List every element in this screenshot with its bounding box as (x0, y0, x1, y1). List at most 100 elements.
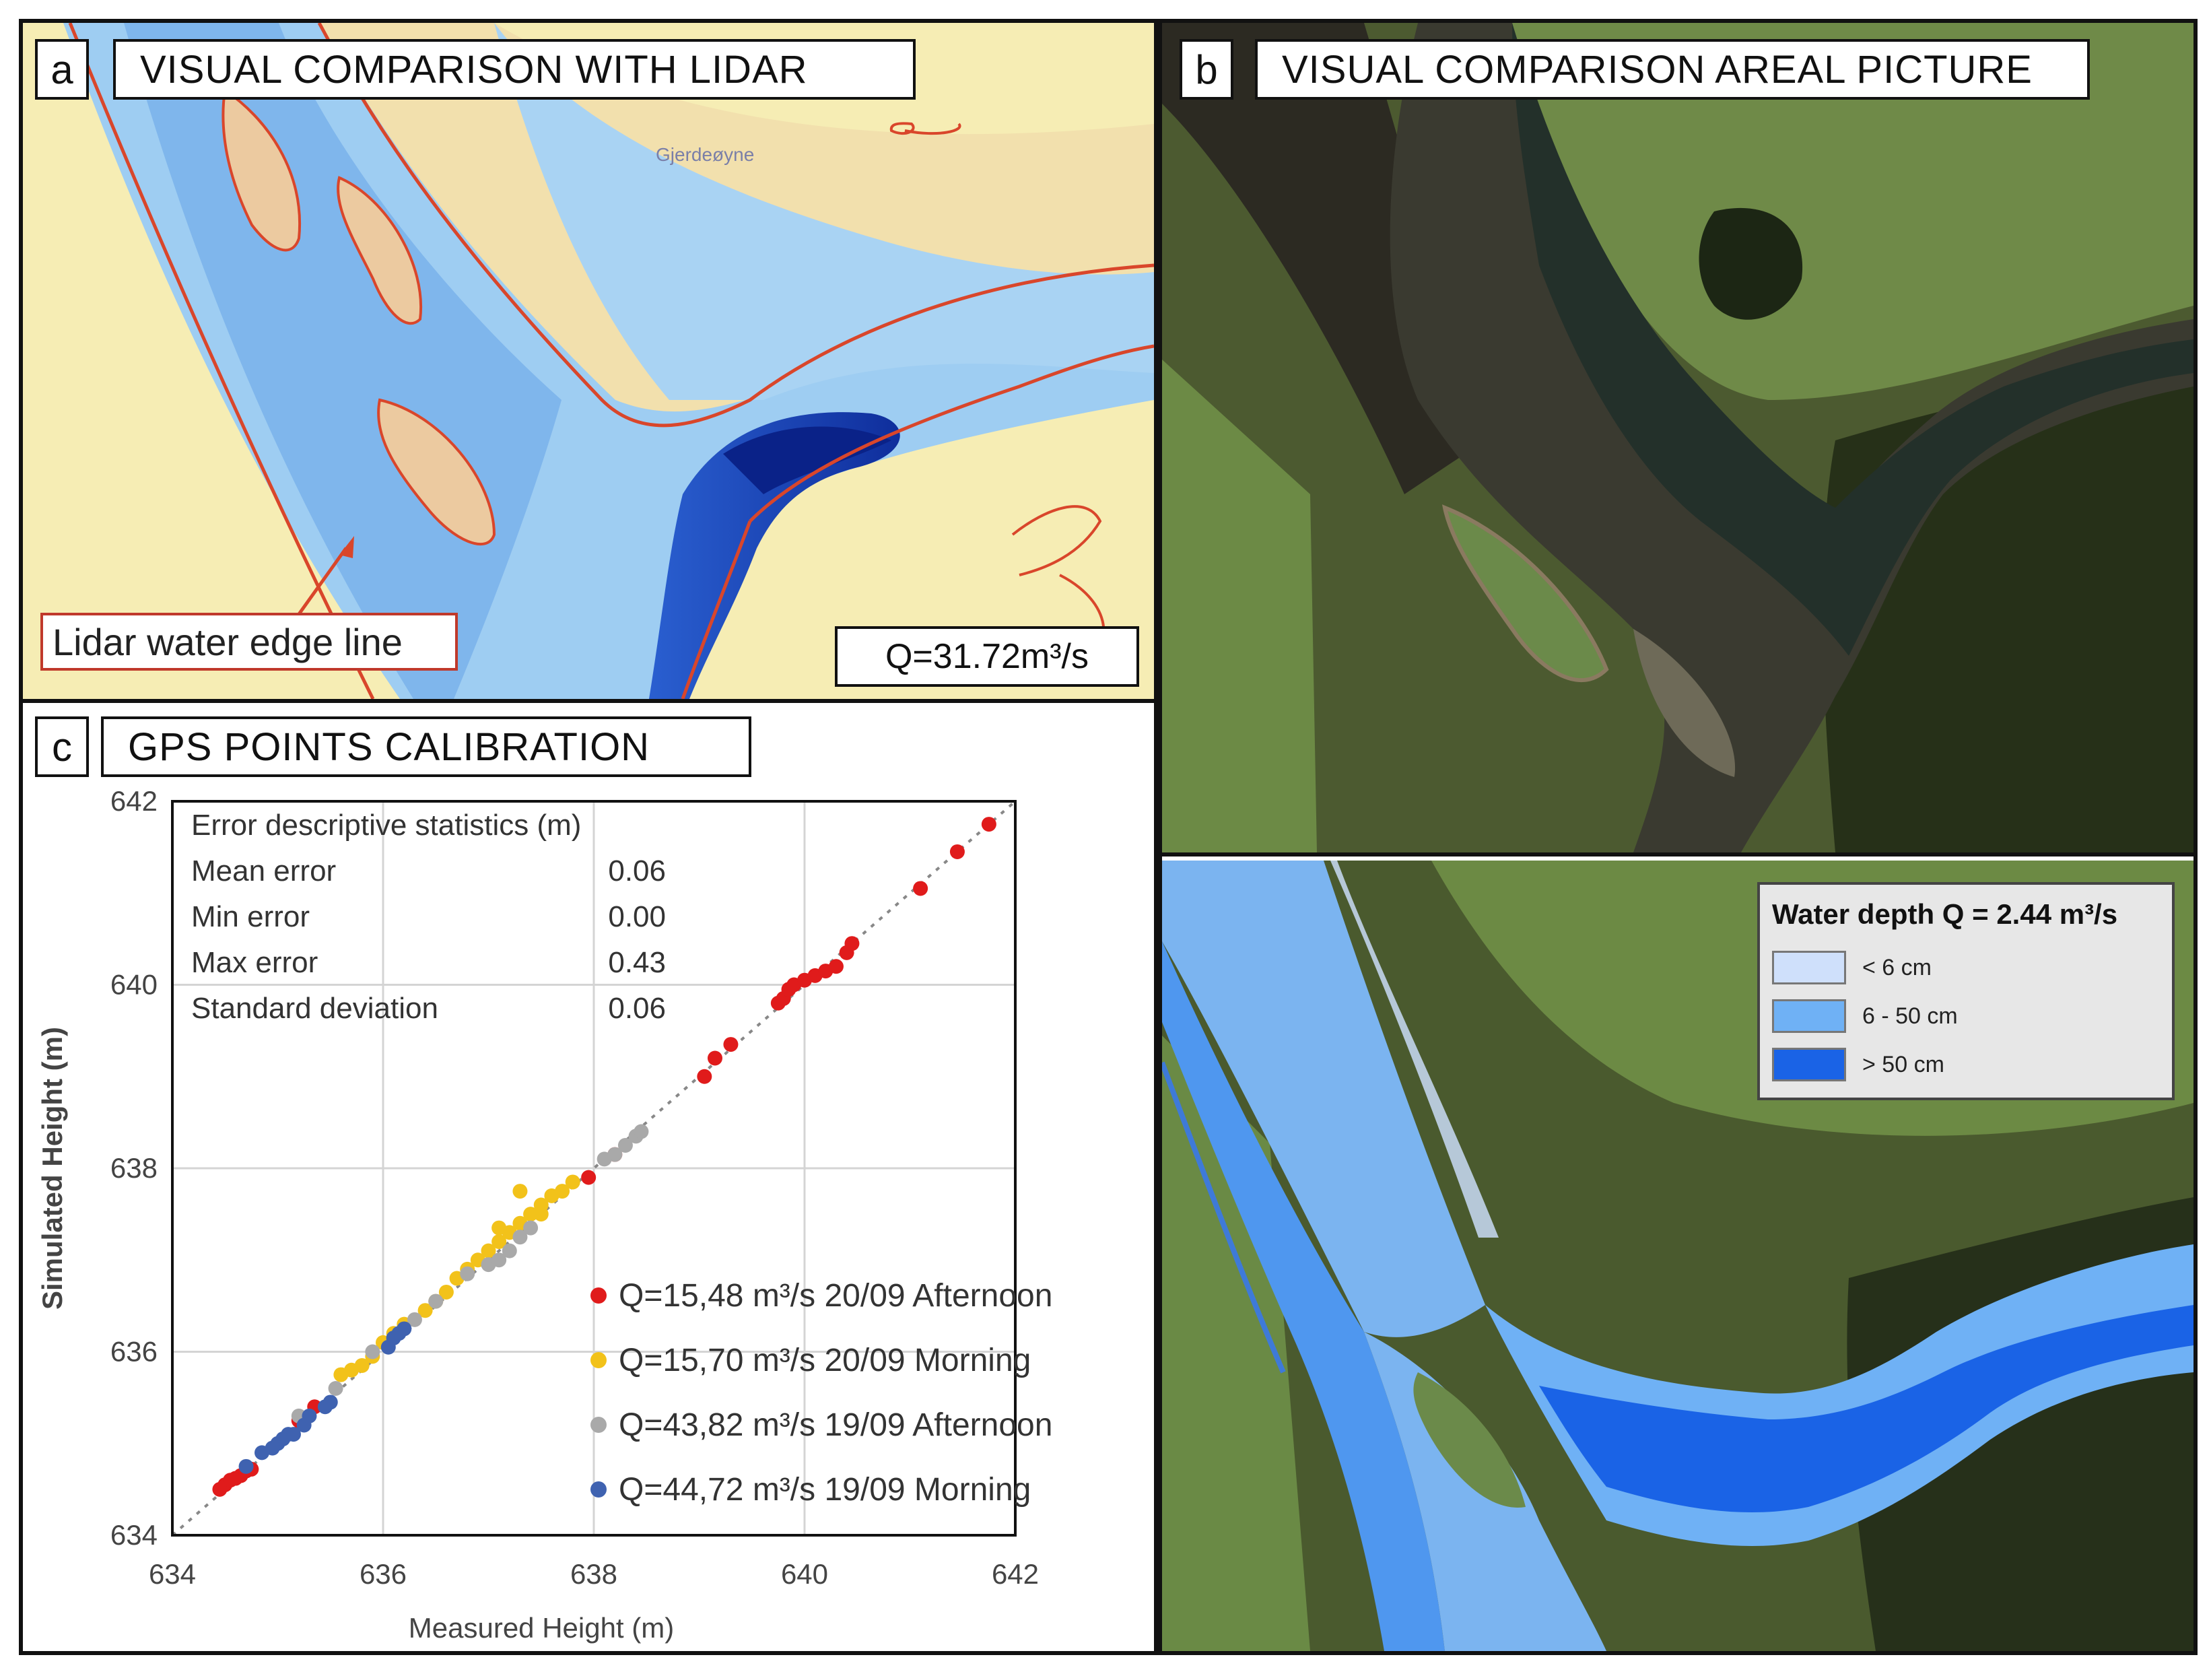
data-point (428, 1293, 444, 1309)
plot-area (171, 800, 1017, 1537)
place-name-label: Gjerdeøyne (656, 144, 754, 165)
data-point (322, 1395, 338, 1410)
horizontal-divider-right (1162, 852, 2193, 856)
x-tick-label: 636 (360, 1558, 407, 1590)
stats-value: 0.06 (608, 854, 666, 887)
x-tick-label: 640 (781, 1558, 828, 1590)
error-stats-table: Error descriptive statistics (m) Mean er… (191, 809, 666, 1025)
y-tick-labels: 634 636 638 640 642 (110, 788, 158, 1551)
data-point (491, 1220, 507, 1236)
legend-marker (590, 1481, 607, 1498)
data-point (407, 1312, 422, 1327)
data-point (354, 1357, 370, 1373)
legend-swatch (1772, 1048, 1846, 1081)
x-tick-labels: 634 636 638 640 642 (149, 1558, 1039, 1590)
data-point (913, 881, 928, 896)
panel-a-title: VISUAL COMPARISON WITH LIDAR (113, 39, 916, 100)
x-tick-label: 634 (149, 1558, 196, 1590)
stats-label: Min error (191, 900, 310, 933)
data-point (502, 1243, 517, 1258)
legend-marker (590, 1417, 607, 1433)
legend-item: < 6 cm (1772, 949, 1932, 986)
stats-value: 0.00 (608, 900, 666, 933)
stats-value: 0.06 (608, 992, 666, 1025)
data-point (491, 1252, 507, 1268)
data-point (723, 1037, 739, 1052)
data-point (491, 1234, 507, 1249)
data-point (523, 1207, 539, 1222)
legend-marker (590, 1287, 607, 1304)
panel-b-letter: b (1180, 39, 1233, 100)
lidar-map: Gjerdeøyne (23, 23, 1154, 699)
data-point (707, 1050, 722, 1066)
series-legend: Q=15,48 m³/s 20/09 Afternoon Q=15,70 m³/s… (590, 1278, 1052, 1508)
legend-item: 6 - 50 cm (1772, 998, 1958, 1034)
y-tick-label: 640 (110, 969, 158, 1001)
x-tick-label: 638 (570, 1558, 617, 1590)
data-point (533, 1207, 549, 1222)
x-axis-label: Measured Height (m) (409, 1612, 674, 1644)
legend-label: > 50 cm (1862, 1051, 1944, 1077)
y-tick-label: 638 (110, 1152, 158, 1184)
stats-value: 0.43 (608, 946, 666, 979)
data-point (523, 1220, 539, 1236)
legend-entry: Q=44,72 m³/s 19/09 Morning (619, 1472, 1031, 1508)
data-point (634, 1124, 649, 1139)
stats-label: Mean error (191, 854, 336, 887)
panel-b-title: VISUAL COMPARISON AREAL PICTURE (1255, 39, 2090, 100)
vertical-divider (1154, 23, 1162, 1651)
data-point (607, 1147, 623, 1162)
legend-label: < 6 cm (1862, 954, 1932, 980)
data-point (981, 817, 996, 832)
data-point (697, 1069, 712, 1084)
data-point (565, 1174, 580, 1190)
panel-a-letter: a (35, 39, 89, 100)
aerial-photo (1162, 23, 2193, 852)
panel-b-aerial-photo (1162, 23, 2193, 852)
data-point (828, 959, 844, 974)
y-tick-label: 634 (110, 1519, 158, 1551)
legend-entry: Q=43,82 m³/s 19/09 Afternoon (619, 1407, 1052, 1443)
data-point (285, 1427, 301, 1442)
lidar-edge-label: Lidar water edge line (40, 613, 458, 671)
y-tick-label: 636 (110, 1336, 158, 1368)
legend-marker (590, 1352, 607, 1368)
data-points (212, 817, 996, 1497)
y-tick-label: 642 (110, 788, 158, 817)
depth-legend-title: Water depth Q = 2.44 m³/s (1772, 898, 2118, 930)
discharge-label: Q=31.72m³/s (835, 626, 1139, 687)
panel-c-title: GPS POINTS CALIBRATION (101, 716, 751, 777)
stats-header: Error descriptive statistics (m) (191, 809, 581, 842)
horizontal-divider-left (23, 699, 1154, 703)
legend-item: > 50 cm (1772, 1046, 1944, 1083)
data-point (302, 1408, 317, 1423)
data-point (328, 1381, 343, 1396)
data-point (617, 1137, 633, 1153)
y-axis-label: Simulated Height (m) (36, 1027, 68, 1310)
legend-entry: Q=15,48 m³/s 20/09 Afternoon (619, 1278, 1052, 1314)
stats-label: Max error (191, 946, 318, 979)
data-point (417, 1303, 433, 1318)
data-point (397, 1321, 412, 1337)
legend-swatch (1772, 951, 1846, 984)
data-point (238, 1458, 254, 1474)
data-point (581, 1170, 597, 1185)
calibration-scatter-chart: 634 636 638 640 642 634 636 638 640 642 Measured… (36, 788, 1052, 1644)
data-point (460, 1266, 475, 1281)
data-point (438, 1284, 454, 1300)
depth-legend: Water depth Q = 2.44 m³/s < 6 cm 6 - 50 … (1757, 882, 2175, 1100)
stats-label: Standard deviation (191, 992, 438, 1025)
x-tick-label: 642 (992, 1558, 1039, 1590)
legend-swatch (1772, 999, 1846, 1033)
data-point (512, 1230, 528, 1245)
data-point (481, 1243, 496, 1258)
data-point (365, 1344, 380, 1359)
legend-entry: Q=15,70 m³/s 20/09 Morning (619, 1343, 1031, 1378)
panel-c-letter: c (35, 716, 89, 777)
data-point (512, 1184, 528, 1199)
panel-a-lidar-map: Gjerdeøyne (23, 23, 1154, 699)
data-point (949, 844, 965, 859)
data-point (844, 936, 860, 951)
legend-label: 6 - 50 cm (1862, 1003, 1958, 1029)
data-point (555, 1184, 570, 1199)
